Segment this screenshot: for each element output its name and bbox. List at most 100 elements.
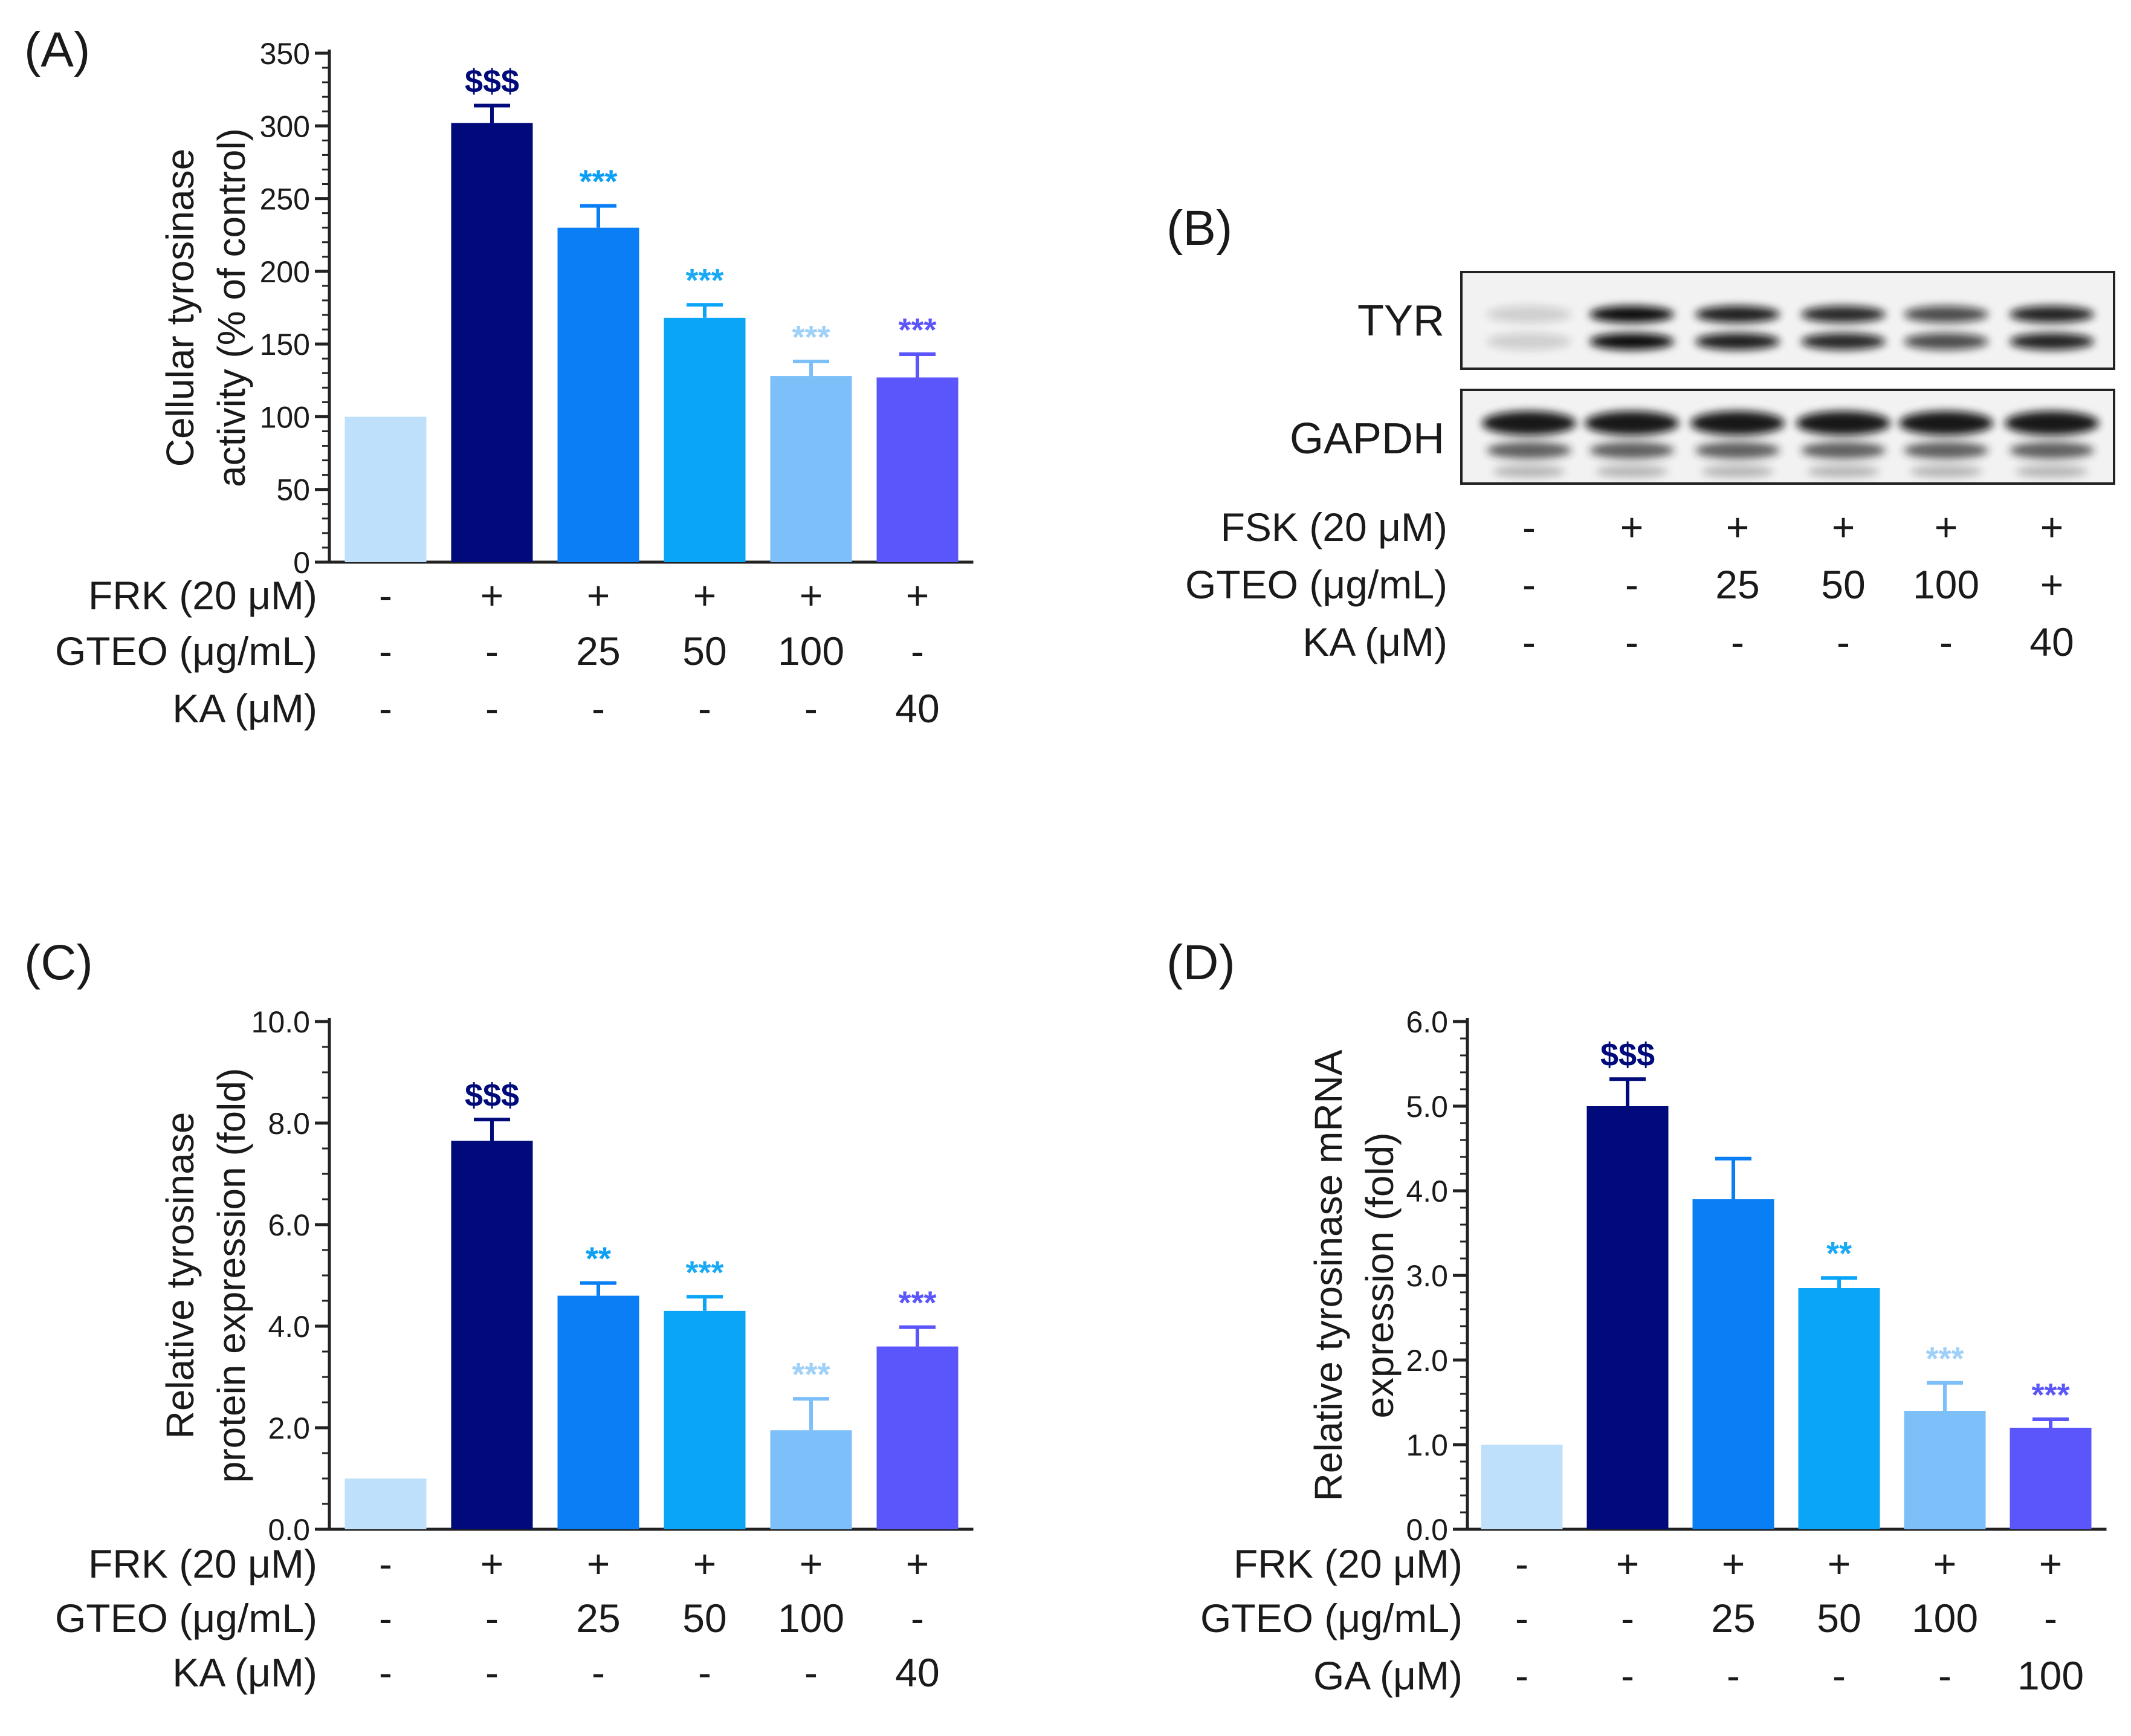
panel-d-label: (D) bbox=[1166, 935, 1235, 990]
panel-a-treatment-value: 25 bbox=[576, 629, 620, 673]
panel-d-treatment-value: - bbox=[1727, 1653, 1740, 1698]
panel-c-treatment-value: - bbox=[379, 1541, 392, 1586]
panel-a-treatment-label: KA (μM) bbox=[172, 686, 317, 731]
panel-d-significance-label: $$$ bbox=[1600, 1037, 1655, 1073]
blot-treatment-value: 40 bbox=[2029, 620, 2074, 664]
panel-c-treatment-value: - bbox=[592, 1650, 605, 1695]
blot-treatment-label: FSK (20 μM) bbox=[1221, 505, 1447, 549]
blot-treatment-table: FSK (20 μM) - + + + + + GTEO (μg/mL) - - 25 50 100 + K… bbox=[1185, 505, 2074, 664]
blot-band-gapdh bbox=[1801, 442, 1886, 459]
panel-d-bar bbox=[1692, 1199, 1774, 1529]
panel-a-treatment-value: + bbox=[693, 573, 717, 618]
panel-d-treatment-value: 100 bbox=[1912, 1596, 1978, 1640]
panel-a-bar bbox=[876, 377, 959, 562]
panel-a-treatment-value: 100 bbox=[778, 629, 844, 673]
panel-c-treatment-value: - bbox=[485, 1596, 499, 1640]
blot-band-gapdh bbox=[1690, 411, 1785, 435]
panel-b-western-blot: (B) TYR GAPDH FSK (20 μM) - + + + + + GTEO (μg/… bbox=[1166, 201, 2115, 664]
panel-c-treatment-value: - bbox=[379, 1650, 392, 1695]
panel-d-y-axis-label: expression (fold) bbox=[1358, 1132, 1402, 1418]
panel-c-y-axis-label: Relative tyrosinase bbox=[158, 1112, 202, 1439]
panel-c-significance-label: *** bbox=[898, 1285, 936, 1321]
panel-a-tick-label: 300 bbox=[260, 109, 310, 143]
blot-bands bbox=[1482, 306, 2099, 478]
panel-a-chart: (A) Cellular tyrosinase activity (% of con… bbox=[24, 22, 974, 731]
blot-band-gapdh bbox=[1596, 465, 1668, 478]
panel-d-tick-label: 5.0 bbox=[1406, 1090, 1448, 1124]
panel-d-treatment-value: - bbox=[1621, 1596, 1634, 1640]
blot-band-gapdh bbox=[2005, 411, 2099, 435]
blot-treatment-value: - bbox=[1731, 620, 1744, 664]
blot-membrane-tyr bbox=[1460, 271, 2115, 370]
panel-c-significance-label: *** bbox=[685, 1254, 723, 1291]
panel-d-significance-label: ** bbox=[1826, 1236, 1852, 1272]
panel-c-treatment-value: - bbox=[804, 1650, 818, 1695]
blot-band-gapdh bbox=[2010, 442, 2094, 459]
blot-treatment-value: - bbox=[1625, 620, 1638, 664]
panel-d-treatment-value: + bbox=[1722, 1541, 1745, 1586]
panel-c-treatment-value: 40 bbox=[895, 1650, 939, 1695]
panel-c-treatment-value: - bbox=[911, 1596, 924, 1640]
panel-d-treatment-value: - bbox=[1515, 1653, 1528, 1698]
panel-a-significance-label: $$$ bbox=[465, 63, 519, 100]
panel-d-tick-label: 0.0 bbox=[1406, 1513, 1448, 1547]
panel-a-treatment-value: - bbox=[485, 686, 499, 731]
blot-treatment-value: + bbox=[1726, 505, 1750, 549]
panel-a-bar bbox=[557, 227, 639, 563]
panel-a-treatment-value: - bbox=[485, 629, 499, 673]
blot-treatment-value: + bbox=[1935, 505, 1958, 549]
panel-d-tick-label: 1.0 bbox=[1406, 1428, 1448, 1462]
panel-a-bar bbox=[664, 317, 746, 562]
blot-band-tyr bbox=[1695, 306, 1780, 323]
blot-treatment-value: - bbox=[1625, 562, 1638, 607]
panel-c-significance-label: ** bbox=[586, 1241, 611, 1277]
panel-a-significance-label: *** bbox=[579, 164, 617, 200]
panel-c-treatment-value: - bbox=[485, 1650, 499, 1695]
panel-c-tick-label: 6.0 bbox=[268, 1208, 310, 1242]
panel-d-y-axis-label: Relative tyrosinase mRNA bbox=[1307, 1049, 1350, 1501]
panel-c-label: (C) bbox=[24, 935, 93, 990]
panel-c-tick-label: 8.0 bbox=[268, 1107, 310, 1141]
blot-treatment-value: + bbox=[1620, 505, 1644, 549]
panel-c-bar bbox=[451, 1141, 533, 1529]
blot-band-gapdh bbox=[1482, 411, 1576, 435]
panel-d-treatment-value: + bbox=[1828, 1541, 1851, 1586]
panel-d-tick-label: 6.0 bbox=[1406, 1005, 1448, 1039]
panel-a-treatment-value: - bbox=[592, 686, 605, 731]
panel-d-treatment-value: - bbox=[1832, 1653, 1846, 1698]
panel-c-treatment-label: FRK (20 μM) bbox=[88, 1541, 317, 1586]
blot-band-gapdh bbox=[1910, 465, 1982, 478]
panel-c-treatment-value: - bbox=[698, 1650, 711, 1695]
panel-a-significance-label: *** bbox=[685, 262, 723, 299]
panel-d-tick-label: 3.0 bbox=[1406, 1259, 1448, 1293]
panel-a-treatment-value: + bbox=[906, 573, 930, 618]
blot-band-gapdh bbox=[1796, 411, 1890, 435]
panel-c-treatment-value: - bbox=[379, 1596, 392, 1640]
blot-treatment-value: + bbox=[2040, 505, 2064, 549]
panel-d-treatment-label: GTEO (μg/mL) bbox=[1200, 1596, 1463, 1640]
blot-treatment-value: - bbox=[1939, 620, 1953, 664]
panel-c-treatment-value: + bbox=[480, 1541, 504, 1586]
blot-band-tyr bbox=[2010, 306, 2094, 323]
blot-band-tyr bbox=[1695, 333, 1780, 350]
panel-d-treatment-value: 50 bbox=[1817, 1596, 1861, 1640]
blot-band-tyr bbox=[1801, 333, 1886, 350]
blot-band-tyr bbox=[1904, 333, 1988, 350]
panel-d-treatment-label: GA (μM) bbox=[1313, 1653, 1463, 1698]
panel-a-treatment-label: FRK (20 μM) bbox=[88, 573, 317, 618]
panel-d-tick-label: 2.0 bbox=[1406, 1344, 1448, 1378]
panel-a-treatment-value: + bbox=[587, 573, 610, 618]
panel-c-treatment-value: + bbox=[587, 1541, 610, 1586]
panel-a-significance-label: *** bbox=[898, 312, 936, 348]
panel-c-treatment-value: + bbox=[800, 1541, 823, 1586]
panel-d-treatment-value: + bbox=[2039, 1541, 2063, 1586]
blot-treatment-value: 50 bbox=[1821, 562, 1865, 607]
blot-treatment-label: KA (μM) bbox=[1302, 620, 1447, 664]
blot-treatment-value: - bbox=[1522, 505, 1536, 549]
panel-c-tick-label: 4.0 bbox=[268, 1310, 310, 1344]
blot-treatment-value: 100 bbox=[1913, 562, 1979, 607]
panel-d-significance-label: *** bbox=[2031, 1377, 2069, 1413]
panel-d-bar bbox=[2010, 1428, 2092, 1529]
panel-d-treatment-value: + bbox=[1616, 1541, 1640, 1586]
panel-c-treatment-label: GTEO (μg/mL) bbox=[55, 1596, 317, 1640]
